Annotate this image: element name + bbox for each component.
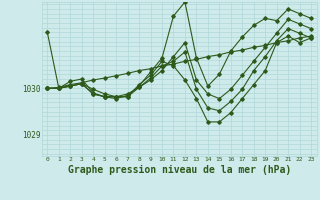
- X-axis label: Graphe pression niveau de la mer (hPa): Graphe pression niveau de la mer (hPa): [68, 165, 291, 175]
